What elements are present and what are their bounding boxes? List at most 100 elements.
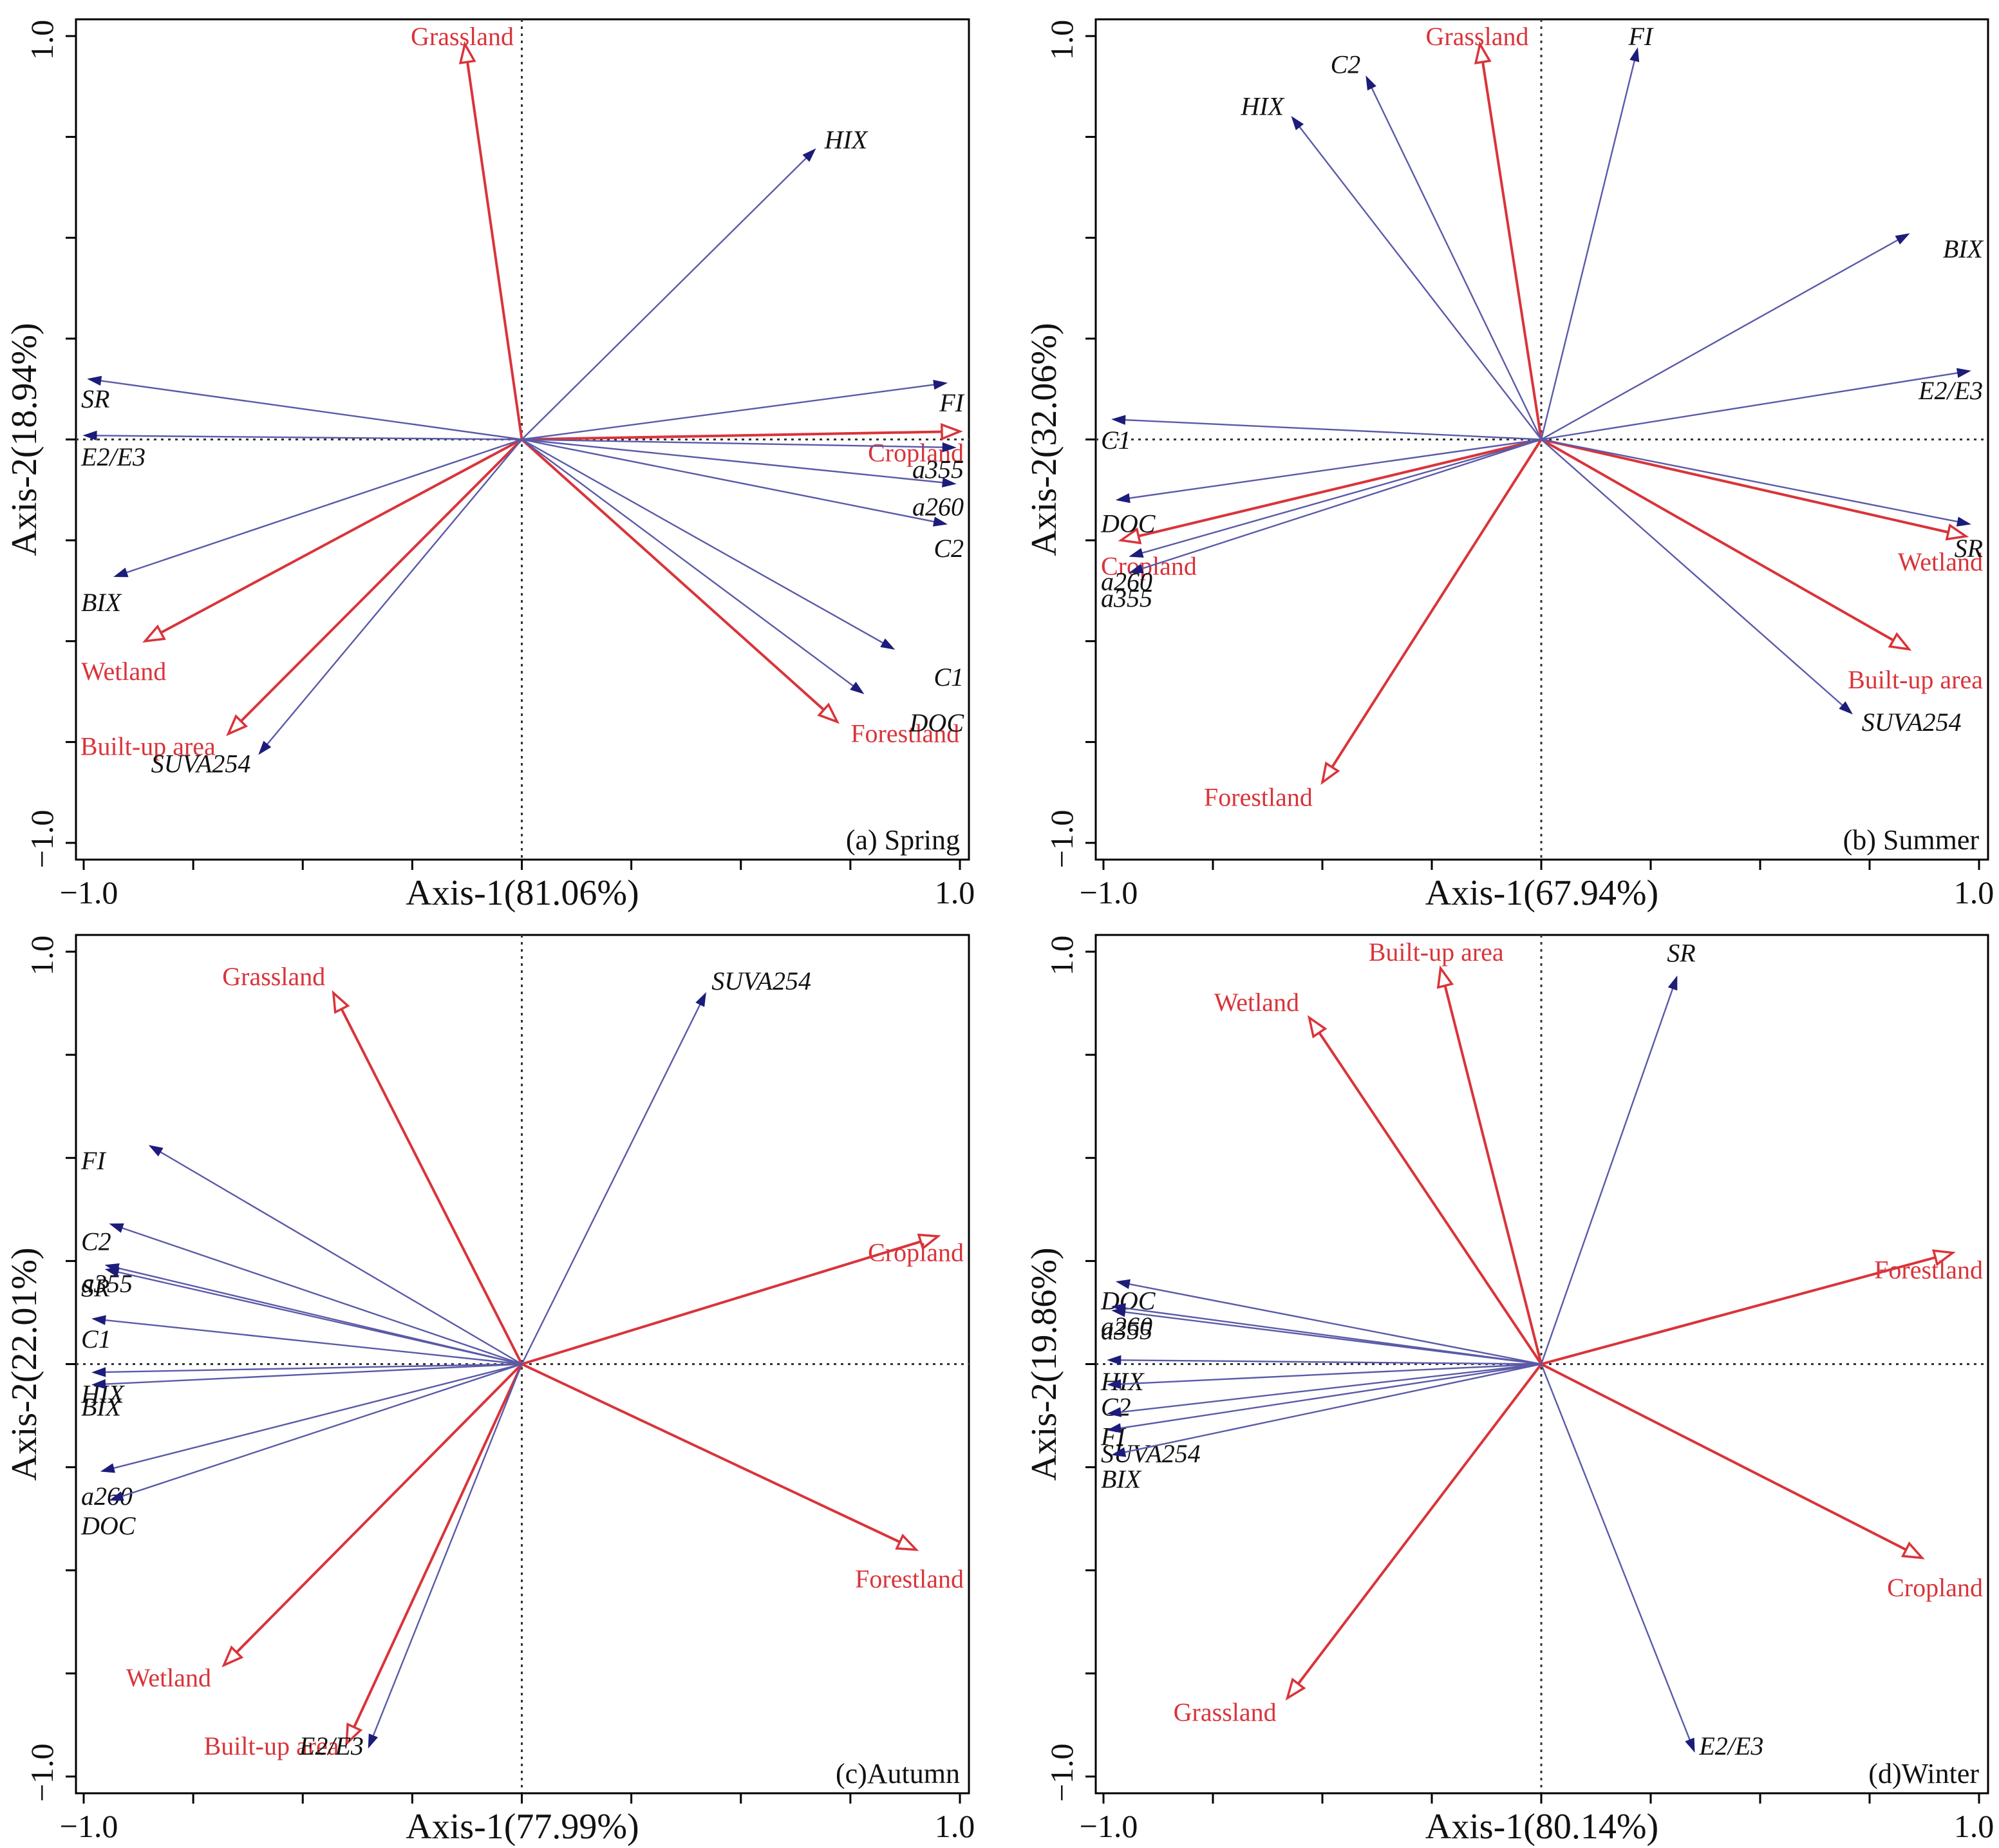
panel-label: (c)Autumn [836,1758,960,1789]
variable-vector-e2-e3 [372,1364,523,1737]
variable-vector-bix [126,438,522,574]
variable-arrowhead [104,1267,120,1278]
x-axis-label: Axis-1(80.14%) [1425,1807,1658,1847]
variable-arrowhead [1115,1279,1131,1289]
env-arrowhead [345,1722,363,1747]
panel-label: (b) Summer [1843,824,1980,856]
variable-label: HIX [1100,1367,1145,1396]
env-vector-forestland [521,438,825,711]
variable-arrowhead [368,1733,379,1749]
variable-arrowhead [1956,368,1971,378]
variable-arrowhead [1107,1407,1122,1417]
biplot-panel-4: −1.0 1.0 1.0 −1.0 Axis-1(80.14%) Axis-2(19.86… [1024,934,1994,1847]
env-label: Forestland [855,1565,964,1594]
x-tick-label-max: 1.0 [935,874,975,910]
variable-vector-hix [521,157,807,440]
y-tick-label-max: 1.0 [1044,20,1080,61]
variable-vector-fi [1540,60,1635,440]
env-vector-cropland [521,1240,921,1366]
variable-label: BIX [1943,234,1984,263]
env-label: Wetland [126,1663,211,1692]
variable-label: BIX [81,1392,122,1421]
variable-arrowhead [802,148,816,162]
env-label: Grassland [1426,22,1529,51]
biplot-panel-1: −1.0 1.0 1.0 −1.0 Axis-1(81.06%) Axis-2(18.94… [5,18,975,913]
variable-vector-sr [1541,438,1958,523]
variable-vector-a355 [1125,1311,1542,1365]
variable-arrowhead [933,379,948,390]
variable-label: SUVA254 [1862,708,1962,737]
variable-vector-hix [1299,126,1542,440]
variable-label: a260 [1101,1312,1152,1341]
y-tick-label-min: −1.0 [1044,1744,1080,1802]
variable-label: E2/E3 [299,1731,364,1760]
variable-label: DOC [1100,509,1156,538]
env-arrowhead [142,624,166,643]
env-label: Grassland [222,962,325,991]
env-arrowhead [1900,1541,1925,1560]
variable-vector-bix [1124,1363,1542,1453]
panel-label: (a) Spring [846,824,960,856]
variable-arrowhead [1107,1423,1122,1433]
variable-label: SR [1955,534,1983,563]
variable-vector-c2 [521,438,935,523]
variable-label: HIX [824,125,868,154]
variable-vector-c2 [122,1227,522,1365]
env-label: Forestland [850,719,959,748]
y-tick-label-max: 1.0 [1044,936,1080,976]
variable-vector-a260 [113,1363,522,1469]
variable-vector-fi [160,1151,523,1365]
variable-label: SR [81,384,109,413]
x-axis-label: Axis-1(67.94%) [1425,873,1658,913]
variable-arrowhead [91,1315,106,1325]
env-label: Wetland [1214,988,1299,1017]
variable-vector-a355 [521,438,943,448]
env-label: Built-up area [80,732,216,761]
env-label: Forestland [1874,1255,1983,1284]
variable-vector-a260 [1141,438,1542,554]
env-label: Wetland [1898,547,1983,576]
env-arrowhead [1285,1677,1306,1701]
panel-label: (d)Winter [1868,1758,1979,1789]
env-label: Forestland [1204,783,1313,812]
variable-vector-c2 [1371,88,1543,440]
variable-arrowhead [109,1491,124,1501]
variable-arrowhead [91,1367,106,1377]
variable-label: BIX [81,588,122,617]
env-label: Grassland [1174,1698,1277,1727]
variable-vector-c1 [1125,419,1542,440]
variable-label: C1 [81,1325,111,1353]
variable-arrowhead [1956,516,1971,527]
env-arrowhead [221,1645,244,1668]
variable-label: C1 [934,663,964,692]
variable-label: SR [81,1274,109,1303]
variable-vector-doc [122,1363,522,1497]
variable-label: DOC [80,1511,136,1540]
env-arrowhead [1474,41,1492,65]
variable-arrowhead [1366,75,1376,91]
env-label: Cropland [868,1238,964,1267]
variable-label: E2/E3 [1698,1731,1763,1760]
variable-arrowhead [109,1223,124,1233]
variable-vector-suva254 [1120,1363,1542,1429]
variable-vector-hix [105,1363,522,1373]
env-arrowhead [895,1533,919,1551]
env-vector-wetland [160,438,523,634]
env-label: Built-up area [204,1731,339,1760]
env-arrowhead [1436,965,1454,989]
env-vector-grassland [340,1008,523,1365]
variable-vector-doc [521,438,854,687]
variable-arrowhead [82,430,97,441]
variable-arrowhead [1111,1307,1126,1317]
variable-arrowhead [850,681,865,695]
variable-vector-bix [105,1363,522,1385]
env-vector-built-up-area [1443,985,1543,1364]
variable-label: FI [80,1146,106,1175]
variable-label: a355 [1101,583,1152,612]
variable-vector-suva254 [1541,438,1843,706]
variable-arrowhead [1685,1737,1695,1753]
variable-label: HIX [1241,91,1285,120]
x-tick-label-min: −1.0 [1080,1808,1138,1844]
x-tick-label-min: −1.0 [60,1808,118,1844]
